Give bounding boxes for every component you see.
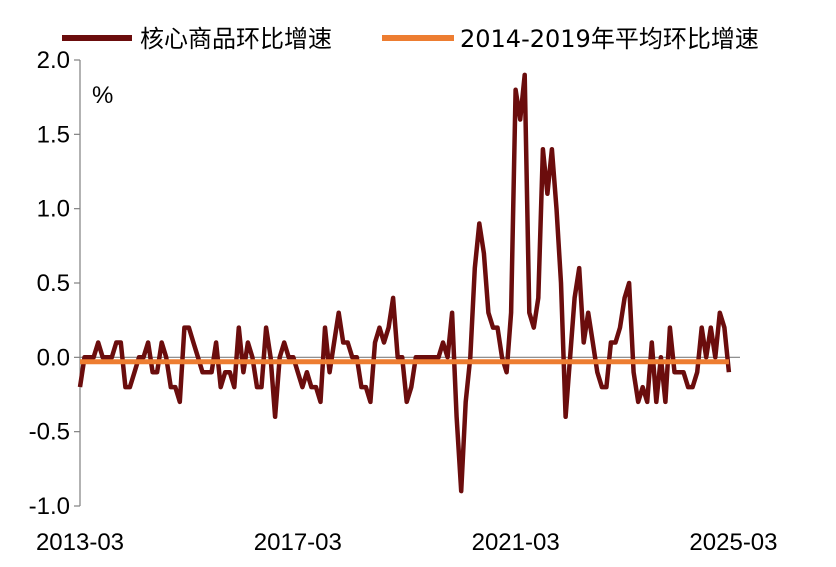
x-tick-label: 2017-03 — [254, 529, 342, 556]
y-tick-label: 1.0 — [37, 196, 70, 223]
y-tick-label: 0.0 — [37, 344, 70, 371]
x-tick-label: 2025-03 — [689, 529, 777, 556]
y-tick-label: -1.0 — [29, 493, 70, 520]
x-axis: 2013-03 2017-03 2021-03 2025-03 — [36, 356, 778, 556]
legend-label-average: 2014-2019年平均环比增速 — [460, 25, 759, 53]
y-axis: 2.0 1.5 1.0 0.5 0.0 -0.5 -1.0 % — [29, 47, 114, 520]
plot-area — [77, 72, 732, 494]
y-axis-ticks: 2.0 1.5 1.0 0.5 0.0 -0.5 -1.0 — [29, 47, 80, 520]
series-line-core-goods — [77, 72, 732, 494]
x-tick-label: 2013-03 — [36, 529, 124, 556]
x-axis-ticks: 2013-03 2017-03 2021-03 2025-03 — [36, 529, 778, 556]
y-axis-unit: % — [92, 82, 113, 109]
legend-label-core-goods: 核心商品环比增速 — [140, 25, 332, 53]
y-tick-label: 2.0 — [37, 47, 70, 74]
y-tick-label: 0.5 — [37, 270, 70, 297]
y-tick-label: 1.5 — [37, 121, 70, 148]
x-tick-label: 2021-03 — [472, 529, 560, 556]
legend: 核心商品环比增速 2014-2019年平均环比增速 — [62, 25, 759, 53]
y-tick-label: -0.5 — [29, 419, 70, 446]
